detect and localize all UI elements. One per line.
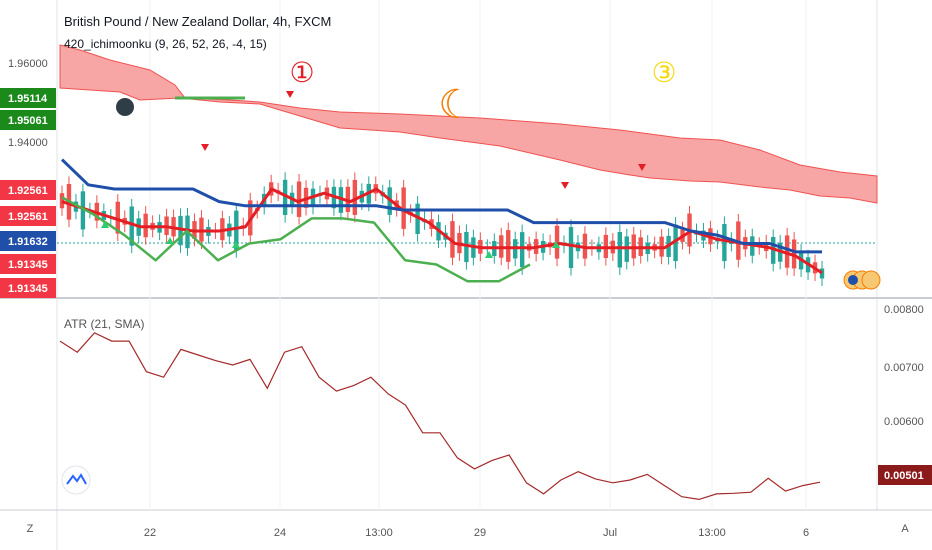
badge-2: 1.95061 <box>8 115 48 127</box>
sell-triangle <box>286 91 294 98</box>
time-label-1: 22 <box>144 527 156 539</box>
time-label-2: 24 <box>274 527 286 539</box>
badge-4: 1.92561 <box>8 211 48 223</box>
candle-body <box>80 191 86 230</box>
candle-body <box>722 224 727 262</box>
candle-body <box>129 206 134 246</box>
chart-title: British Pound / New Zealand Dollar, 4h, … <box>64 14 331 29</box>
candle-body <box>464 231 469 263</box>
badge-5: 1.91632 <box>8 236 48 248</box>
time-label-5: Jul <box>603 527 617 539</box>
dark-dot-marker <box>116 98 134 116</box>
sell-triangle <box>201 144 209 151</box>
auto-scale-button[interactable]: A <box>901 523 909 535</box>
time-axis: 22 24 13:00 29 Jul 13:00 6 <box>144 527 809 539</box>
marker-one: ① <box>289 57 314 88</box>
buy-triangle <box>485 251 493 258</box>
atr-tick-3: 0.00600 <box>884 416 924 428</box>
buy-triangle <box>166 237 174 244</box>
candle-body <box>234 210 239 251</box>
ichimoku-cloud <box>59 44 878 204</box>
badge-3: 1.92561 <box>8 185 48 197</box>
price-tick-1: 1.96000 <box>8 58 48 70</box>
tradingview-logo-icon[interactable] <box>61 465 91 495</box>
atr-last-badge <box>878 465 932 485</box>
kijun-line <box>60 158 822 254</box>
time-label-3: 13:00 <box>365 527 393 539</box>
atr-tick-1: 0.00800 <box>884 304 924 316</box>
indicator-lines <box>60 158 823 283</box>
candle-body <box>115 201 120 234</box>
marker-three: ③ <box>651 57 676 88</box>
candle-body <box>296 181 302 217</box>
candle-body <box>401 187 406 229</box>
badge-7: 1.91345 <box>8 283 48 295</box>
marker-moon: ☾ <box>438 83 474 127</box>
candle-body <box>617 231 622 268</box>
time-label-4: 29 <box>474 527 486 539</box>
indicator-label: 420_ichimoonku (9, 26, 52, 26, -4, 15) <box>64 37 267 51</box>
candle-body <box>554 225 560 259</box>
chikou-line <box>61 196 531 283</box>
candle-body <box>784 235 790 268</box>
buy-triangle <box>101 221 109 228</box>
price-tick-2: 1.94000 <box>8 137 48 149</box>
atr-tick-2: 0.00700 <box>884 362 924 374</box>
atr-last-value: 0.00501 <box>884 470 924 482</box>
candle-body <box>282 179 288 216</box>
badge-1: 1.95114 <box>8 93 48 105</box>
buy-triangle <box>552 241 560 248</box>
price-badges: 1.95114 1.95061 1.92561 1.92561 1.91632 … <box>0 88 56 298</box>
event-badges-icon[interactable] <box>843 270 881 290</box>
atr-label: ATR (21, SMA) <box>64 317 144 331</box>
candle-body <box>178 215 183 246</box>
candle-body <box>519 232 525 268</box>
buy-triangle <box>232 241 240 248</box>
time-label-6: 13:00 <box>698 527 726 539</box>
atr-line <box>59 332 821 501</box>
sell-triangle <box>638 164 646 171</box>
candle-body <box>819 268 825 279</box>
candle-body <box>568 227 574 269</box>
candle-body <box>59 193 65 209</box>
sell-triangle <box>561 182 569 189</box>
time-label-7: 6 <box>803 527 809 539</box>
vertical-gridlines <box>149 0 807 510</box>
candle-body <box>673 224 678 262</box>
candle-body <box>352 179 358 215</box>
badge-6: 1.91345 <box>8 259 48 271</box>
candle-body <box>450 221 455 258</box>
zoom-button[interactable]: Z <box>27 523 34 535</box>
signal-triangles <box>101 91 646 258</box>
candle-body <box>506 230 511 262</box>
